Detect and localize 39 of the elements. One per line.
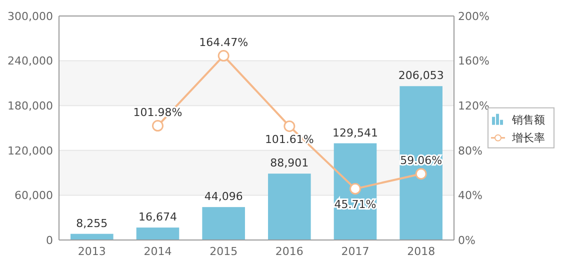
data-label: 206,053 (398, 69, 444, 82)
point (284, 120, 296, 132)
x-tick-label: 2017 (341, 245, 370, 258)
data-label: 164.47% (199, 36, 248, 49)
data-label: 45.71% (334, 198, 376, 211)
y2-tick-label: 200% (458, 10, 490, 23)
point (218, 50, 230, 62)
data-label: 129,541 (332, 126, 378, 140)
y2-tick-label: 160% (458, 54, 490, 68)
bar (136, 228, 180, 240)
y2-tick-label: 40% (458, 189, 482, 202)
x-tick-label: 2015 (210, 245, 238, 258)
x-tick-label: 2014 (144, 245, 172, 258)
y2-tick-label: 0% (458, 234, 476, 247)
point (152, 120, 164, 132)
y-tick-label: 240,000 (8, 54, 53, 68)
data-label: 16,674 (138, 210, 177, 224)
point (415, 168, 427, 180)
bar (202, 207, 245, 240)
data-label: 88,901 (270, 156, 309, 170)
y-tick-label: 120,000 (8, 144, 53, 158)
y-tick-label: 180,000 (8, 99, 53, 112)
bar (70, 234, 114, 240)
y-tick-label: 0 (46, 234, 53, 247)
data-label: 59.06% (400, 154, 442, 167)
legend-label: 增长率 (511, 132, 545, 145)
y-tick-label: 60,000 (14, 189, 53, 202)
y2-tick-label: 120% (458, 99, 490, 112)
bar (268, 174, 311, 240)
bar (400, 86, 442, 240)
y-tick-label: 300,000 (8, 10, 53, 23)
data-label: 44,096 (204, 190, 243, 204)
point (350, 183, 361, 195)
x-tick-label: 2016 (275, 245, 304, 258)
data-label: 8,255 (76, 216, 108, 230)
y2-tick-label: 80% (458, 144, 482, 158)
x-tick-label: 2018 (407, 245, 436, 258)
legend-label: 销售额 (511, 114, 545, 127)
x-tick-label: 2013 (78, 245, 106, 258)
